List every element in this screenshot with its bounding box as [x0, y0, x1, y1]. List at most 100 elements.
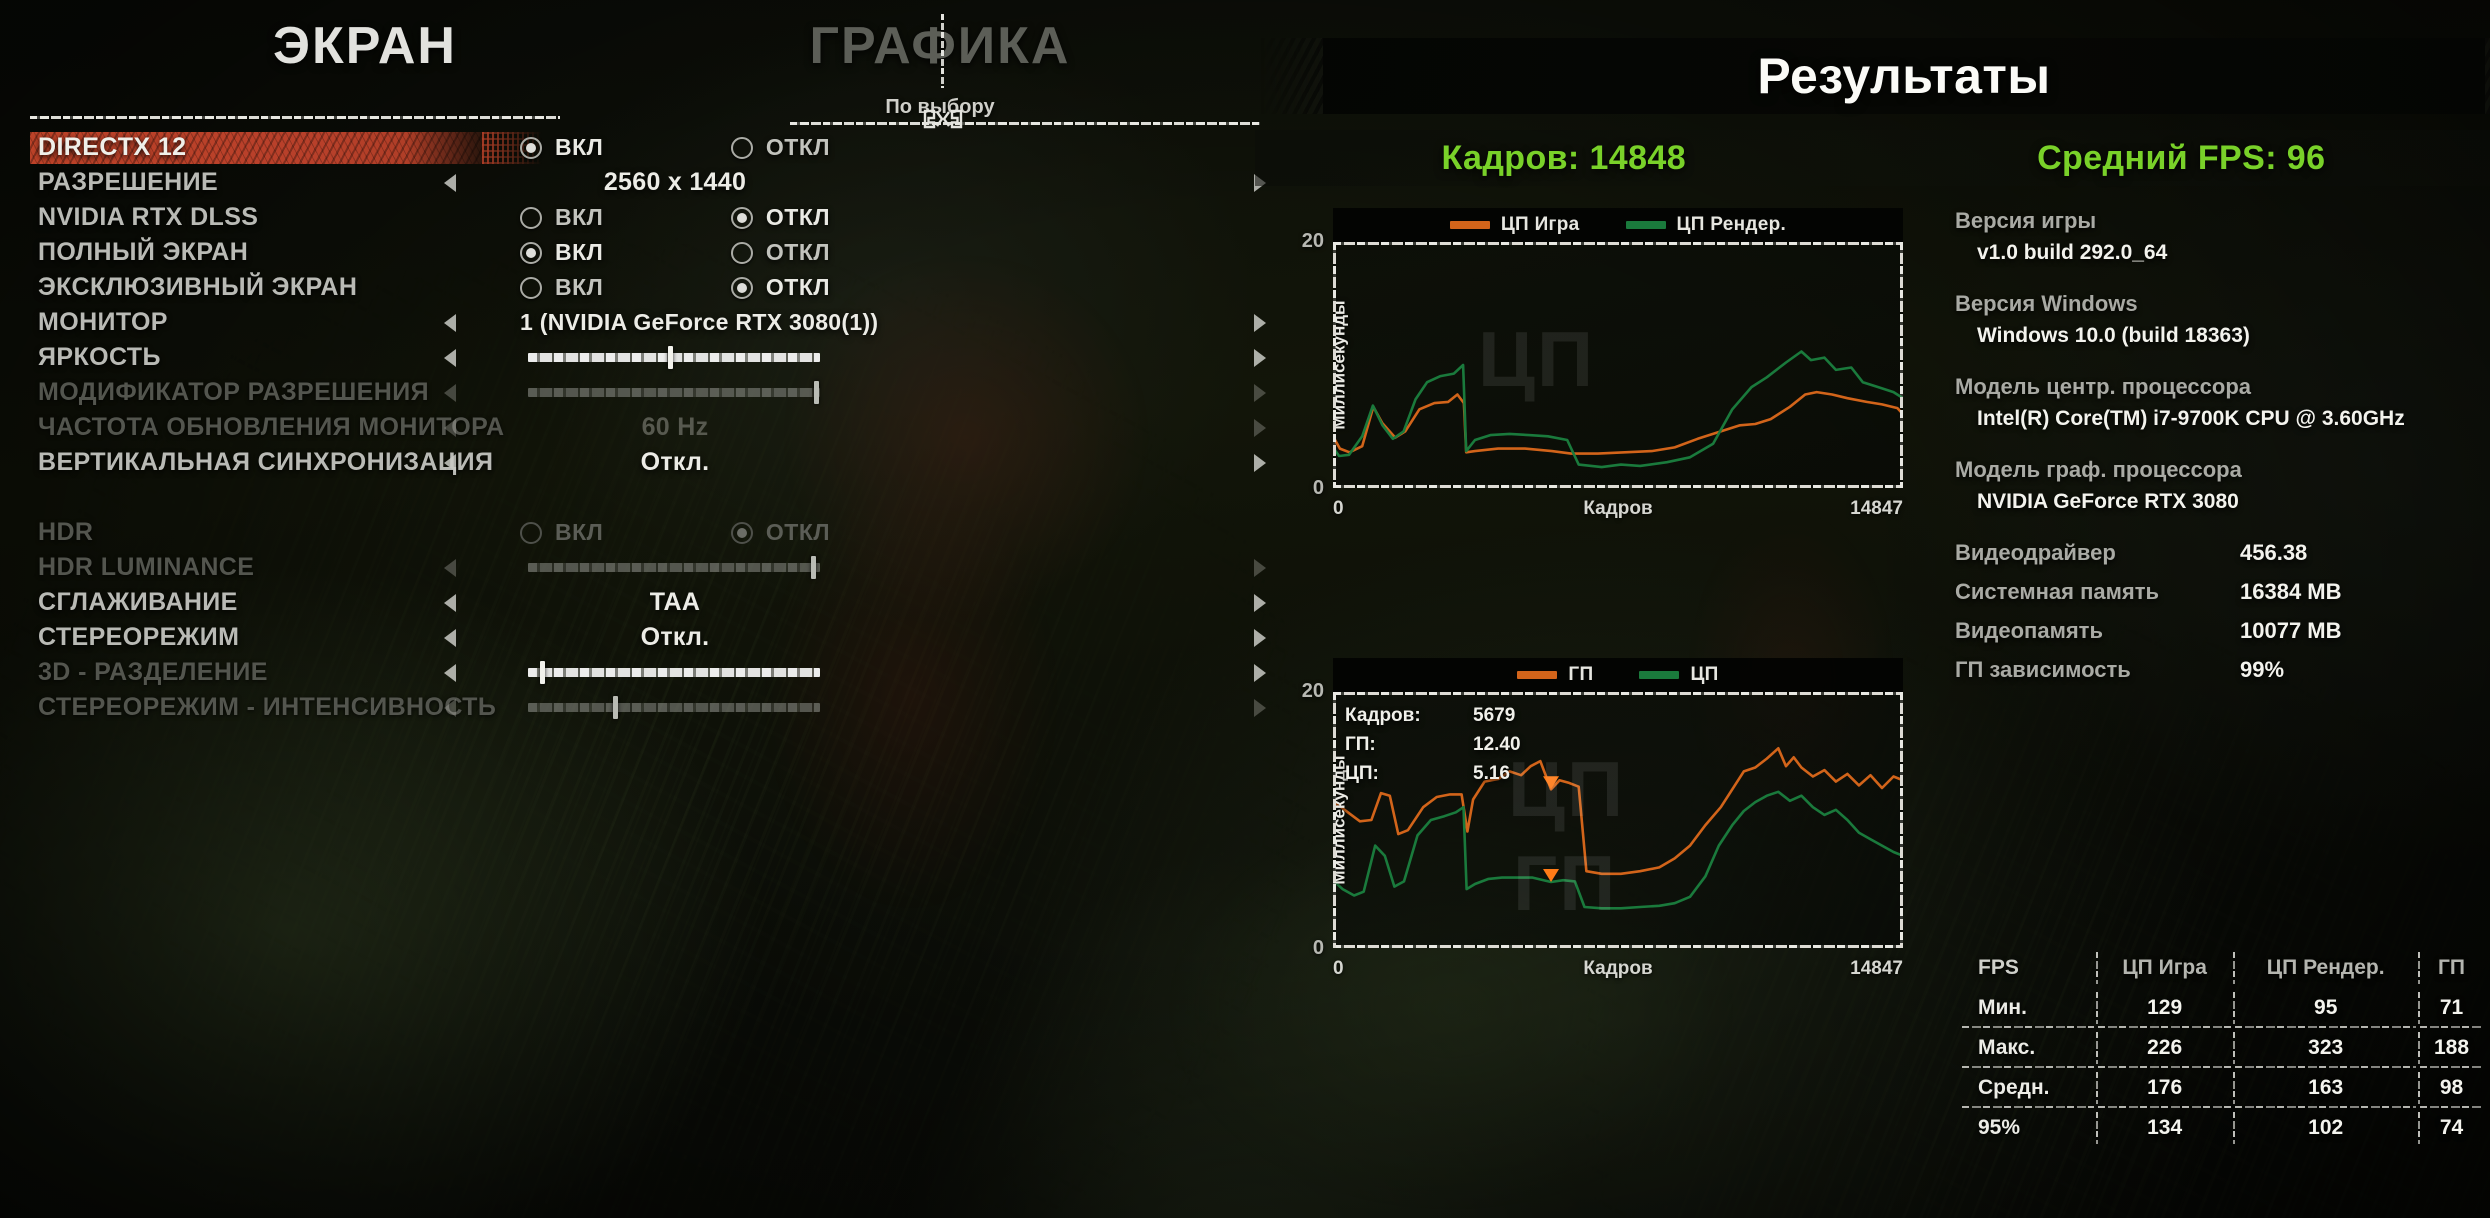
- arrow-left-icon[interactable]: [444, 383, 456, 402]
- radio-option-on[interactable]: ВКЛ: [520, 239, 603, 266]
- screen-panel-divider: [30, 116, 560, 119]
- fps-table-cell: 95: [2233, 988, 2418, 1028]
- screen-option-row[interactable]: DIRECTX 12: [0, 130, 700, 165]
- screen-option-row[interactable]: СТЕРЕОРЕЖИМ: [0, 620, 700, 655]
- arrow-left-icon[interactable]: [444, 453, 456, 472]
- results-title: Результаты: [1757, 48, 2051, 104]
- arrow-left-icon[interactable]: [444, 418, 456, 437]
- radio-label: ВКЛ: [555, 204, 604, 230]
- graphics-value-row[interactable]: Откл.: [444, 445, 1266, 480]
- chart-marker-icon: [1543, 868, 1560, 882]
- arrow-right-icon[interactable]: [1254, 453, 1266, 472]
- graphics-radio-row[interactable]: ВКЛ ОТКЛ: [520, 235, 1260, 270]
- arrow-left-icon[interactable]: [444, 558, 456, 577]
- arrow-left-icon[interactable]: [444, 348, 456, 367]
- screen-option-row[interactable]: HDR LUMINANCE: [0, 550, 700, 585]
- graphics-radio-row[interactable]: ВКЛ ОТКЛ: [520, 130, 1260, 165]
- graphics-radio-row[interactable]: ВКЛ ОТКЛ: [520, 200, 1260, 235]
- screen-option-row[interactable]: РАЗРЕШЕНИЕ: [0, 165, 700, 200]
- screen-option-row[interactable]: 3D - РАЗДЕЛЕНИЕ: [0, 655, 700, 690]
- screen-option-row[interactable]: NVIDIA RTX DLSS: [0, 200, 700, 235]
- arrow-right-icon[interactable]: [1254, 313, 1266, 332]
- legend-item: ЦП: [1639, 664, 1718, 686]
- readout-frames-key: Кадров:: [1345, 705, 1421, 726]
- graphics-slider-row[interactable]: [444, 690, 1266, 725]
- arrow-right-icon[interactable]: [1254, 593, 1266, 612]
- chart-series-line: [1331, 746, 1905, 876]
- arrow-left-icon[interactable]: [444, 628, 456, 647]
- legend-swatch: [1517, 671, 1558, 679]
- readout-cpu-value: 5.16: [1473, 762, 1510, 784]
- radio-option-off[interactable]: ОТКЛ: [730, 134, 830, 161]
- radio-dot-icon: [520, 241, 542, 264]
- graphics-value-row[interactable]: 60 Hz: [444, 410, 1266, 445]
- screen-option-row[interactable]: ЧАСТОТА ОБНОВЛЕНИЯ МОНИТОРА: [0, 410, 700, 445]
- slider-knob[interactable]: [668, 346, 674, 369]
- fps-table-cell: 226: [2095, 1028, 2233, 1068]
- screen-option-row[interactable]: ПОЛНЫЙ ЭКРАН: [0, 235, 700, 270]
- radio-option-off[interactable]: ОТКЛ: [730, 519, 830, 546]
- screen-option-row[interactable]: МОДИФИКАТОР РАЗРЕШЕНИЯ: [0, 375, 700, 410]
- graphics-slider-row[interactable]: [444, 375, 1266, 410]
- benchmark-results-panel: Результаты Кадров: 14848 Средний FPS: 96…: [1255, 38, 2490, 1168]
- slider-track[interactable]: [528, 661, 820, 684]
- radio-option-on[interactable]: ВКЛ: [520, 519, 603, 546]
- graphics-slider-row[interactable]: [444, 655, 1266, 690]
- graphics-slider-row[interactable]: [444, 340, 1266, 375]
- slider-track[interactable]: [528, 346, 820, 369]
- arrow-right-icon[interactable]: [1254, 698, 1266, 717]
- graphics-slider-row[interactable]: [444, 550, 1266, 585]
- slider-knob[interactable]: [811, 556, 817, 579]
- slider-track[interactable]: [528, 696, 820, 719]
- radio-dot-icon: [730, 136, 753, 159]
- fps-table-row-label: Макс.: [1960, 1028, 2096, 1068]
- screen-option-row[interactable]: ЭКСКЛЮЗИВНЫЙ ЭКРАН: [0, 270, 700, 305]
- arrow-left-icon[interactable]: [444, 313, 456, 332]
- arrow-left-icon[interactable]: [444, 593, 456, 612]
- slider-knob[interactable]: [612, 696, 618, 719]
- graphics-value-row[interactable]: Откл.: [444, 620, 1266, 655]
- arrow-right-icon[interactable]: [1254, 383, 1266, 402]
- system-info-pair: Системная память 16384 MB: [1955, 579, 2490, 605]
- graphics-radio-row[interactable]: ВКЛ ОТКЛ: [520, 270, 1260, 305]
- screen-option-row[interactable]: ЯРКОСТЬ: [0, 340, 700, 375]
- screen-option-row[interactable]: HDR: [0, 515, 700, 550]
- screen-option-row[interactable]: ВЕРТИКАЛЬНАЯ СИНХРОНИЗАЦИЯ: [0, 445, 700, 480]
- radio-option-off[interactable]: ОТКЛ: [730, 274, 830, 301]
- screen-option-row[interactable]: СТЕРЕОРЕЖИМ - ИНТЕНСИВНОСТЬ: [0, 690, 700, 725]
- graphics-value-row[interactable]: TAA: [444, 585, 1266, 620]
- arrow-right-icon[interactable]: [1254, 663, 1266, 682]
- slider-track[interactable]: [528, 381, 820, 404]
- arrow-left-icon[interactable]: [444, 698, 456, 717]
- radio-option-on[interactable]: ВКЛ: [520, 134, 603, 161]
- fps-table-cell: 71: [2418, 988, 2485, 1028]
- frames-count: Кадров: 14848: [1441, 138, 1687, 177]
- screen-option-row[interactable]: СГЛАЖИВАНИЕ: [0, 585, 700, 620]
- arrow-right-icon[interactable]: [1254, 628, 1266, 647]
- radio-option-off[interactable]: ОТКЛ: [730, 239, 830, 266]
- arrow-right-icon[interactable]: [1254, 558, 1266, 577]
- arrow-right-icon[interactable]: [1254, 348, 1266, 367]
- screen-option-row[interactable]: МОНИТОР: [0, 305, 700, 340]
- radio-option-off[interactable]: ОТКЛ: [730, 204, 830, 231]
- radio-option-on[interactable]: ВКЛ: [520, 204, 603, 231]
- graphics-radio-row[interactable]: ВКЛ ОТКЛ: [520, 515, 1260, 550]
- radio-option-on[interactable]: ВКЛ: [520, 274, 603, 301]
- graphics-value-row[interactable]: 1 (NVIDIA GeForce RTX 3080(1)): [444, 305, 1266, 340]
- arrow-left-icon[interactable]: [444, 173, 456, 192]
- slider-knob[interactable]: [814, 381, 820, 404]
- header-vertical-rule: [941, 14, 944, 88]
- gpu-frametime-chart: ГП ЦП 20 0 Миллисекунды ЦП ГП Кадров: 5679…: [1255, 658, 1935, 988]
- arrow-left-icon[interactable]: [444, 663, 456, 682]
- gpu-chart-xtick-max: 14847: [1850, 958, 1903, 979]
- fps-table-cell: 323: [2233, 1028, 2418, 1068]
- slider-track[interactable]: [528, 556, 820, 579]
- graphics-settings-panel: ГРАФИКА По выбору ВКЛ ОТКЛ 2560 x 1440 ВКЛ О…: [444, 0, 1266, 1218]
- results-title-bar: Результаты: [1323, 38, 2485, 114]
- graphics-value-row[interactable]: 2560 x 1440: [444, 165, 1266, 200]
- system-info-pair-key: ГП зависимость: [1955, 657, 2131, 682]
- slider-knob[interactable]: [539, 661, 545, 684]
- radio-label: ОТКЛ: [765, 204, 830, 230]
- arrow-right-icon[interactable]: [1254, 418, 1266, 437]
